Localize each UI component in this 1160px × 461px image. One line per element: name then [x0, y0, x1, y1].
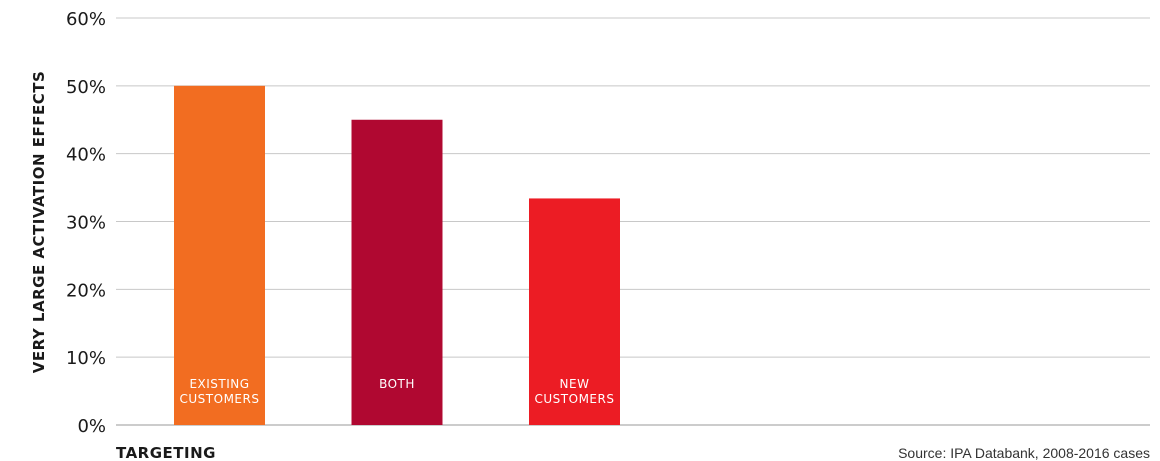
bar-category-label: CUSTOMERS: [180, 392, 260, 406]
y-tick-label: 40%: [66, 145, 106, 166]
y-tick-label: 20%: [66, 280, 106, 301]
bar-category-label: NEW: [560, 377, 590, 391]
bar: [529, 198, 620, 425]
bar: [351, 119, 443, 425]
y-tick-label: 60%: [66, 9, 106, 30]
bar: [174, 85, 265, 425]
bars: [174, 85, 620, 425]
bar-category-label: EXISTING: [189, 377, 249, 391]
x-axis-label: TARGETING: [116, 444, 216, 461]
bar-category-label: CUSTOMERS: [535, 392, 615, 406]
y-axis-label: VERY LARGE ACTIVATION EFFECTS: [30, 71, 48, 374]
source-note: Source: IPA Databank, 2008-2016 cases: [898, 445, 1150, 461]
y-tick-label: 50%: [66, 77, 106, 98]
y-axis-ticks: 0% 10% 20% 30% 40% 50% 60%: [66, 9, 106, 437]
y-tick-label: 30%: [66, 213, 106, 234]
bar-category-label: BOTH: [379, 377, 415, 391]
gridlines: [116, 17, 1150, 426]
y-tick-label: 0%: [77, 416, 106, 437]
y-tick-label: 10%: [66, 348, 106, 369]
